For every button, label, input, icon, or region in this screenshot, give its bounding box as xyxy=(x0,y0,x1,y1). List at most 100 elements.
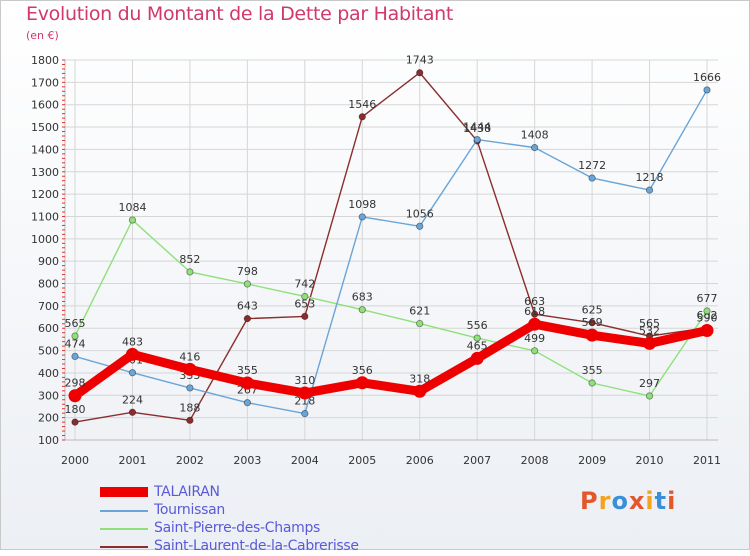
series-saint-pierre-des-champs-data-label: 565 xyxy=(65,317,86,330)
series-talairan-data-label: 310 xyxy=(294,374,315,387)
y-tick-label: 1600 xyxy=(31,99,59,112)
logo-letter: P xyxy=(580,487,599,515)
series-tournissan-data-label: 1098 xyxy=(348,198,376,211)
series-tournissan-point xyxy=(473,135,481,144)
series-saint-laurent-de-la-cabrerisse-point xyxy=(128,408,137,416)
series-tournissan-point xyxy=(128,369,137,377)
y-tick-label: 100 xyxy=(38,434,59,447)
x-tick-label: 2000 xyxy=(61,454,89,467)
series-talairan-line xyxy=(70,319,712,401)
y-tick-label: 1800 xyxy=(31,54,59,67)
series-saint-laurent-de-la-cabrerisse-data-label: 224 xyxy=(122,393,143,406)
series-tournissan-point xyxy=(645,186,654,194)
series-saint-pierre-des-champs-point xyxy=(243,280,251,288)
series-talairan-point xyxy=(68,389,82,403)
series-saint-laurent-de-la-cabrerisse-point xyxy=(243,315,251,323)
series-talairan-data-label: 465 xyxy=(467,339,488,352)
series-saint-pierre-des-champs-point xyxy=(588,379,596,387)
series-saint-laurent-de-la-cabrerisse-data-label: 625 xyxy=(582,304,603,317)
y-tick-label: 1200 xyxy=(31,188,59,201)
series-talairan-point xyxy=(643,336,657,350)
series-saint-pierre-des-champs-point xyxy=(186,268,194,276)
legend-label-saint-laurent: Saint-Laurent-de-la-Cabrerisse xyxy=(154,538,359,554)
series-saint-pierre-des-champs-point xyxy=(71,332,79,340)
series-talairan-data-label: 590 xyxy=(697,311,718,324)
series-saint-pierre-des-champs-point xyxy=(416,319,424,328)
legend-swatch-saint-laurent xyxy=(100,546,148,548)
series-saint-pierre-des-champs-data-label: 798 xyxy=(237,265,258,278)
logo-letter: t xyxy=(654,487,668,515)
series-saint-laurent-de-la-cabrerisse-point xyxy=(416,69,424,77)
y-tick-label: 200 xyxy=(38,412,59,425)
series-talairan-point xyxy=(125,347,139,361)
series-talairan-data-label: 618 xyxy=(524,305,545,318)
series-tournissan-data-label: 1444 xyxy=(463,121,491,134)
series-saint-laurent-de-la-cabrerisse-point xyxy=(186,416,194,424)
series-tournissan-data-label: 1056 xyxy=(406,207,434,220)
legend-label-tournissan: Tournissan xyxy=(154,502,225,518)
series-talairan-point xyxy=(700,323,714,337)
chart-title: Evolution du Montant de la Dette par Hab… xyxy=(26,3,454,25)
series-saint-pierre-des-champs-data-label: 499 xyxy=(524,332,545,345)
series-saint-laurent-de-la-cabrerisse-data-label: 1743 xyxy=(406,54,434,67)
series-saint-pierre-des-champs-data-label: 677 xyxy=(697,292,718,305)
y-tick-label: 900 xyxy=(38,255,59,268)
series-talairan-point xyxy=(355,376,369,390)
series-tournissan-data-label: 1408 xyxy=(521,129,549,142)
series-saint-pierre-des-champs-point xyxy=(128,216,137,224)
series-tournissan-point xyxy=(416,222,424,230)
series-tournissan-data-label: 1272 xyxy=(578,159,606,172)
series-saint-pierre-des-champs-data-label: 556 xyxy=(467,319,488,332)
series-saint-pierre-des-champs-point xyxy=(301,292,309,301)
series-talairan-data-label: 483 xyxy=(122,335,143,348)
series-talairan-point xyxy=(470,351,484,365)
logo-letter: i xyxy=(645,487,655,515)
x-tick-label: 2001 xyxy=(118,454,146,467)
series-saint-laurent-de-la-cabrerisse-point xyxy=(588,319,596,327)
x-tick-label: 2010 xyxy=(636,454,664,467)
series-saint-pierre-des-champs-point xyxy=(645,392,654,400)
x-tick-label: 2006 xyxy=(406,454,434,467)
series-saint-pierre-des-champs-data-label: 1084 xyxy=(118,201,146,214)
series-saint-laurent-de-la-cabrerisse-point xyxy=(358,113,366,121)
y-tick-label: 1400 xyxy=(31,143,59,156)
series-talairan-point xyxy=(183,362,197,376)
logo-letter: i xyxy=(667,487,677,515)
y-tick-label: 300 xyxy=(38,389,59,402)
y-tick-label: 1500 xyxy=(31,121,59,134)
series-saint-pierre-des-champs-point xyxy=(358,306,366,314)
series-talairan-point xyxy=(240,376,254,390)
series-saint-pierre-des-champs-point xyxy=(473,334,481,342)
legend-label-talairan: TALAIRAN xyxy=(154,484,220,500)
series-saint-laurent-de-la-cabrerisse-data-label: 1438 xyxy=(463,122,491,135)
series-saint-pierre-des-champs-line xyxy=(74,219,708,397)
series-saint-laurent-de-la-cabrerisse-point xyxy=(531,310,539,318)
x-tick-label: 2004 xyxy=(291,454,319,467)
series-saint-pierre-des-champs-data-label: 355 xyxy=(582,364,603,377)
series-saint-laurent-de-la-cabrerisse-data-label: 1546 xyxy=(348,98,376,111)
logo-letter: x xyxy=(628,487,646,515)
legend-swatch-talairan xyxy=(100,487,148,497)
series-tournissan-point xyxy=(243,399,251,407)
series-saint-laurent-de-la-cabrerisse-line xyxy=(74,72,708,423)
y-tick-label: 1100 xyxy=(31,210,59,223)
series-saint-pierre-des-champs-data-label: 852 xyxy=(179,253,200,266)
x-tick-label: 2002 xyxy=(176,454,204,467)
x-tick-label: 2008 xyxy=(521,454,549,467)
series-tournissan-point xyxy=(358,213,366,221)
series-talairan-data-label: 298 xyxy=(65,377,86,390)
series-tournissan-line xyxy=(74,89,708,415)
series-tournissan-data-label: 218 xyxy=(294,395,315,408)
series-saint-pierre-des-champs-point xyxy=(703,307,711,315)
y-tick-label: 600 xyxy=(38,322,59,335)
proxiti-logo: Proxiti xyxy=(580,487,676,515)
series-saint-laurent-de-la-cabrerisse-data-label: 565 xyxy=(639,317,660,330)
x-tick-label: 2009 xyxy=(578,454,606,467)
y-tick-label: 700 xyxy=(38,300,59,313)
series-saint-laurent-de-la-cabrerisse-point xyxy=(301,312,309,320)
y-tick-label: 800 xyxy=(38,278,59,291)
series-saint-laurent-de-la-cabrerisse-data-label: 643 xyxy=(237,300,258,313)
series-talairan-data-label: 532 xyxy=(639,324,660,337)
